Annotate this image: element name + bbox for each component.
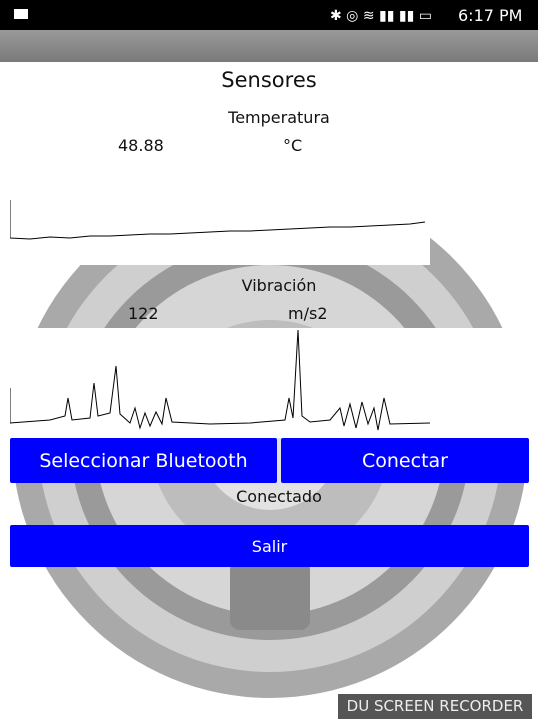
select-bluetooth-button[interactable]: Seleccionar Bluetooth xyxy=(10,438,277,483)
action-bar xyxy=(0,30,538,62)
app-screen: ✱ ◎ ≋ ▮▮ ▮▮ ▭ 6:17 PM Sensores Temperatu… xyxy=(0,0,538,719)
vibration-label: Vibración xyxy=(0,276,538,295)
vibration-graph xyxy=(10,328,530,438)
connect-button[interactable]: Conectar xyxy=(281,438,529,483)
camera-icon xyxy=(14,9,28,19)
temperature-unit: °C xyxy=(283,136,302,155)
temperature-value: 48.88 xyxy=(118,136,164,155)
temperature-label: Temperatura xyxy=(0,108,538,127)
temperature-graph xyxy=(10,160,430,265)
connection-status: Conectado xyxy=(0,487,538,506)
watermark: DU SCREEN RECORDER xyxy=(338,694,532,719)
screen-title: Sensores xyxy=(0,68,538,92)
status-icons: ✱ ◎ ≋ ▮▮ ▮▮ ▭ xyxy=(330,8,450,22)
vibration-unit: m/s2 xyxy=(288,304,328,323)
clock: 6:17 PM xyxy=(458,6,522,25)
exit-button[interactable]: Salir xyxy=(10,525,529,567)
status-bar: ✱ ◎ ≋ ▮▮ ▮▮ ▭ 6:17 PM xyxy=(0,0,538,30)
vibration-value: 122 xyxy=(128,304,159,323)
